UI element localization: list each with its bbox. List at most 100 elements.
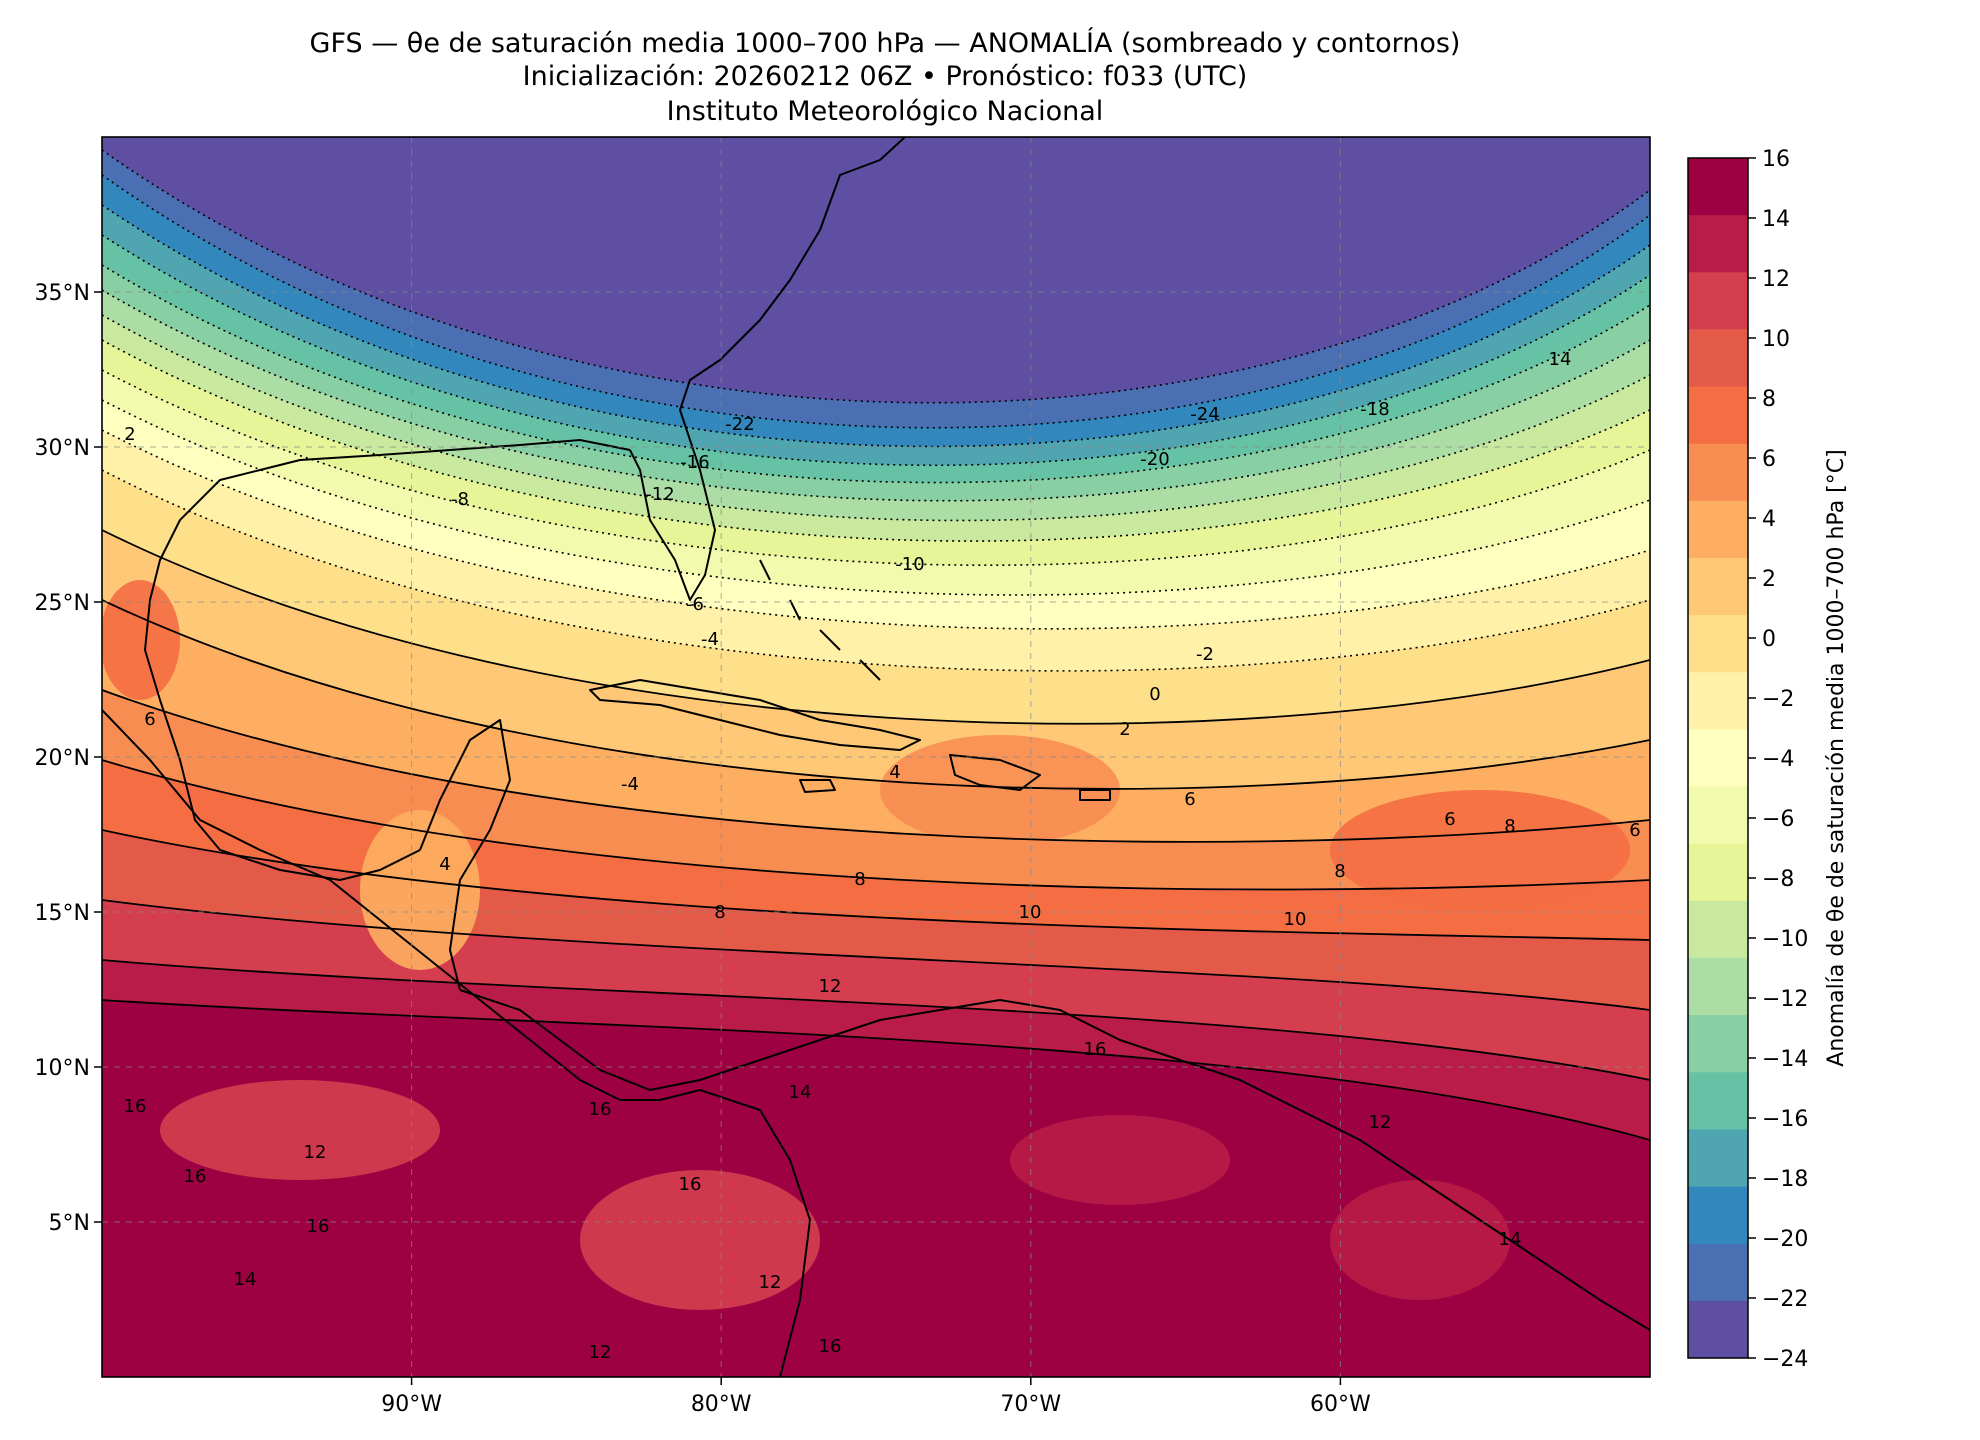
map-title: GFS — θe de saturación media 1000–700 hP… [309, 28, 1461, 59]
colorbar-segment [1688, 615, 1748, 673]
anomaly-blob [360, 810, 480, 970]
lon-tick-label: 60°W [1310, 1392, 1371, 1417]
anomaly-blob [580, 1170, 820, 1310]
colorbar: 16 14 12 10 8 6 4 2 0 −2 −4 −6 −8 −10 −12 −14 −16 −18 −20 −… [1687, 147, 1808, 1372]
colorbar-tick-label: −4 [1762, 747, 1794, 772]
anomaly-blob [160, 1080, 440, 1180]
band-fill [102, 137, 1650, 403]
colorbar-tick-label: −10 [1762, 927, 1808, 952]
colorbar-segment [1688, 1243, 1748, 1302]
lat-tick-label: 35°N [35, 281, 90, 306]
colorbar-segment [1688, 786, 1748, 845]
contour-label: 12 [759, 1272, 782, 1293]
contour-line [102, 759, 1650, 891]
colorbar-tick-label: −22 [1762, 1287, 1808, 1312]
contour-label: -16 [680, 452, 709, 473]
colorbar-segment [1688, 958, 1748, 1016]
contour-line [102, 899, 1650, 1011]
latitude-axis: 35°N 30°N 25°N 20°N 15°N 10°N 5°N [35, 281, 102, 1236]
contour-label: -4 [621, 774, 639, 795]
contour-line [102, 829, 1650, 941]
map-subtitle-institute: Instituto Meteorológico Nacional [666, 96, 1104, 127]
contour-label: 16 [184, 1166, 207, 1187]
contour-label: 16 [819, 1336, 842, 1357]
anomaly-blob [102, 580, 180, 700]
colorbar-label: Anomalía de θe de saturación media 1000–… [1824, 449, 1849, 1066]
anomaly-blob [880, 735, 1120, 845]
anomaly-blob [1330, 1180, 1510, 1300]
contour-label: -12 [645, 484, 674, 505]
colorbar-tick-label: −2 [1762, 687, 1794, 712]
colorbar-segment [1688, 272, 1748, 330]
colorbar-segment [1688, 672, 1748, 730]
contour-label: 10 [1019, 902, 1042, 923]
contour-label: 12 [589, 1342, 612, 1363]
contour-lines [102, 149, 1650, 1141]
lat-tick-label: 30°N [35, 436, 90, 461]
contour-line [102, 959, 1650, 1081]
contour-label: 8 [854, 869, 865, 890]
contour-label: -24 [1190, 404, 1219, 425]
lon-tick-label: 80°W [691, 1392, 752, 1417]
contour-label: 14 [789, 1082, 812, 1103]
contour-label: -8 [451, 489, 469, 510]
contour-label: -18 [1360, 399, 1389, 420]
colorbar-segment [1688, 1186, 1748, 1245]
contour-label: 8 [1504, 816, 1515, 837]
map-subtitle-init: Inicialización: 20260212 06Z • Pronóstic… [522, 61, 1248, 92]
colorbar-segment [1688, 443, 1748, 502]
anomaly-shading: -24-22-20-18-1614-12-10-8-6-4-2024-46810… [102, 137, 1650, 1377]
colorbar-segment [1688, 329, 1748, 388]
colorbar-segment [1688, 215, 1748, 273]
colorbar-segment [1688, 843, 1748, 902]
contour-line [102, 264, 1650, 484]
contour-label: 16 [589, 1099, 612, 1120]
lat-tick-label: 15°N [35, 901, 90, 926]
colorbar-tick-label: −6 [1762, 807, 1794, 832]
contour-label: 16 [307, 1216, 330, 1237]
lat-tick-label: 5°N [49, 1211, 90, 1236]
colorbar-segment [1688, 500, 1748, 559]
contour-line [102, 529, 1650, 725]
contour-label: 16 [679, 1174, 702, 1195]
colorbar-segment [1688, 1072, 1748, 1130]
colorbar-segment [1688, 1129, 1748, 1188]
contour-line [102, 999, 1650, 1141]
contour-label: -22 [725, 414, 754, 435]
colorbar-tick-label: 14 [1762, 207, 1790, 232]
colorbar-segment [1688, 729, 1748, 788]
coastlines [102, 137, 1650, 1377]
contour-label: 14 [234, 1269, 257, 1290]
contour-label: 6 [1184, 789, 1195, 810]
contour-label: 12 [304, 1142, 327, 1163]
colorbar-tick-label: 12 [1762, 267, 1790, 292]
coastline [102, 709, 701, 1101]
contour-line [102, 599, 1650, 790]
colorbar-segment [1688, 158, 1748, 216]
colorbar-tick-label: −12 [1762, 987, 1808, 1012]
colorbar-tick-label: −18 [1762, 1167, 1808, 1192]
contour-label: 6 [1444, 809, 1455, 830]
contour-line [102, 369, 1650, 566]
colorbar-tick-label: 2 [1762, 567, 1776, 592]
lat-tick-label: 10°N [35, 1056, 90, 1081]
colorbar-tick-label: 8 [1762, 387, 1776, 412]
lon-tick-label: 70°W [1000, 1392, 1061, 1417]
contour-label: 14 [1499, 1229, 1522, 1250]
contour-line [102, 689, 1650, 843]
colorbar-segment [1688, 900, 1748, 959]
coastline [949, 754, 1041, 791]
anomaly-blobs [102, 580, 1630, 1310]
contour-label: -20 [1140, 449, 1169, 470]
contour-label: 6 [1629, 820, 1640, 841]
colorbar-tick-label: 4 [1762, 507, 1776, 532]
coastline [759, 559, 881, 681]
contour-label: 12 [1369, 1112, 1392, 1133]
colorbar-tick-label: 0 [1762, 627, 1776, 652]
coastline [419, 719, 511, 991]
colorbar-tick-label: 10 [1762, 327, 1790, 352]
contour-label: 4 [889, 762, 900, 783]
colorbar-tick-label: −8 [1762, 867, 1794, 892]
